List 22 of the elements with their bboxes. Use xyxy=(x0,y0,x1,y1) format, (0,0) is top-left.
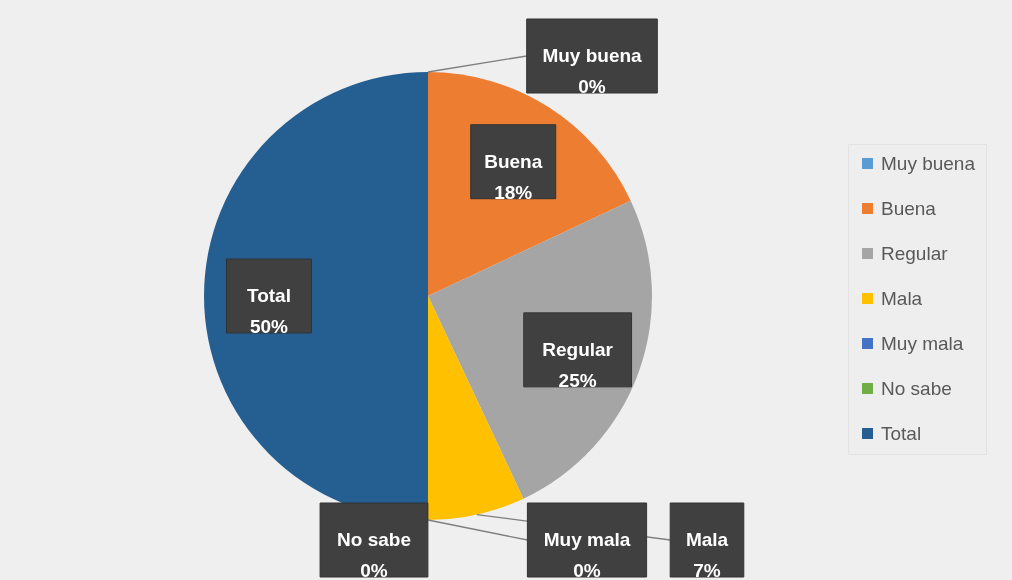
legend-label: Muy mala xyxy=(881,332,964,354)
legend-label: Muy buena xyxy=(881,152,976,174)
legend-label: No sabe xyxy=(881,377,952,399)
data-label: 18% xyxy=(494,181,533,203)
slice-label: Mala xyxy=(685,529,729,550)
data-label: 25% xyxy=(558,369,597,391)
legend-label: Total xyxy=(881,422,922,444)
data-label: 7% xyxy=(693,560,721,580)
category-label: Muy buena xyxy=(542,45,642,66)
text: 0% xyxy=(360,560,388,580)
legend-label: Regular xyxy=(881,242,949,264)
legend-label: Mala xyxy=(881,287,923,309)
text: 0% xyxy=(578,76,606,97)
slice-label: Total xyxy=(246,285,291,306)
slice-label: Regular xyxy=(542,338,614,360)
text: 0% xyxy=(573,560,601,580)
slice-label: Buena xyxy=(484,150,543,172)
pie-slice xyxy=(428,296,524,520)
legend-label: Buena xyxy=(881,197,937,219)
category-label: Muy mala xyxy=(543,529,631,550)
data-label: 50% xyxy=(249,316,289,337)
category-label: No sabe xyxy=(337,529,411,550)
